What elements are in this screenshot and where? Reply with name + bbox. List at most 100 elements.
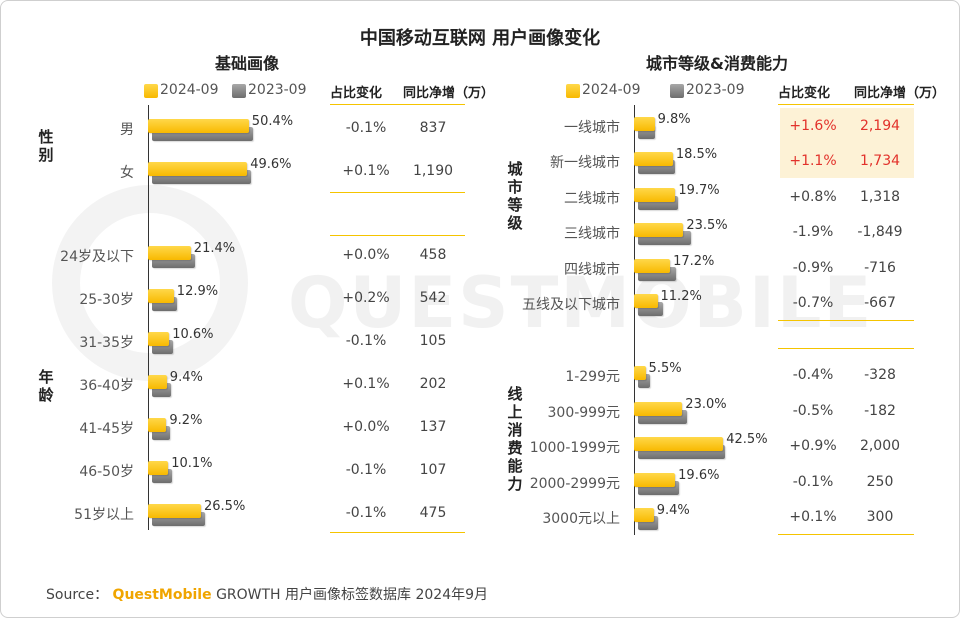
net-increase: 300 [866,509,894,525]
net-increase: 2,000 [859,438,901,454]
right-subtitle: 城市等级&消费能力 [646,54,788,73]
right-col-share: 占比变化 [778,86,831,101]
share-change: +0.2% [342,290,390,306]
group-label-spend: 线上消费能力 [507,385,523,493]
category-label: 一线城市 [564,120,620,136]
bar-2024 [148,332,170,346]
net-increase: 202 [419,376,447,392]
bar-2024 [634,152,673,166]
data-label: 42.5% [726,432,768,447]
data-label: 10.1% [171,456,213,471]
right-table-divider [778,320,914,321]
bar-2024 [634,366,646,380]
right-col-net: 同比净增（万） [854,86,946,101]
bar-2024 [634,294,658,308]
share-change: +0.1% [342,163,390,179]
left-table-bottom-rule [330,532,465,533]
data-label: 9.8% [657,112,691,127]
data-label: 19.6% [678,468,720,483]
left-col-net: 同比净增（万） [403,86,495,101]
bar-2024 [634,223,684,237]
share-change: -0.1% [345,333,387,349]
share-change: -0.1% [792,474,834,490]
group-label-gender: 性别 [38,128,54,164]
category-label: 51岁以上 [74,507,134,523]
category-label: 新一线城市 [550,155,620,171]
category-label: 三线城市 [564,226,620,242]
net-increase: -1,849 [857,224,903,240]
category-label: 女 [120,165,134,181]
bar-2024 [148,418,167,432]
share-change: +0.8% [789,189,837,205]
category-label: 四线城市 [564,262,620,278]
share-change: +0.9% [789,438,837,454]
bar-2024 [148,119,249,133]
left-table-divider [330,192,465,193]
data-label: 18.5% [675,147,718,162]
data-label: 50.4% [251,114,294,129]
net-increase: 107 [419,462,447,478]
category-label: 31-35岁 [79,335,134,351]
net-increase: 458 [419,247,447,263]
net-increase: 1,190 [412,163,454,179]
right-table-divider [778,348,914,349]
category-label: 二线城市 [564,191,620,207]
legend-swatch-2023 [670,84,684,98]
net-increase: -328 [864,367,896,383]
data-label: 49.6% [250,157,292,172]
group-label-age: 年龄 [38,368,54,404]
legend-swatch-2023 [232,84,246,98]
source-note: Source： QuestMobile GROWTH 用户画像标签数据库 202… [46,584,488,604]
bar-2024 [148,246,191,260]
bar-2024 [148,289,174,303]
left-table-divider [330,235,465,236]
share-change: +0.1% [342,376,390,392]
net-increase: -667 [864,295,896,311]
share-change: -0.1% [345,120,387,136]
bar-2024 [148,461,169,475]
legend-label-2023: 2023-09 [248,82,307,98]
category-label: 3000元以上 [542,511,620,527]
data-label: 19.7% [678,183,720,198]
bar-2024 [148,162,248,176]
data-label: 9.2% [169,413,203,428]
legend-label-2024: 2024-09 [160,82,219,98]
share-change: -0.1% [345,505,387,521]
bar-2024 [634,117,655,131]
share-change: -0.1% [345,462,387,478]
legend-label-2024: 2024-09 [582,82,641,98]
bar-2024 [148,375,167,389]
legend-label-2023: 2023-09 [686,82,745,98]
share-change: +0.1% [789,509,837,525]
net-increase: -182 [864,403,896,419]
chart-title: 中国移动互联网 用户画像变化 [359,28,601,49]
category-label: 36-40岁 [79,378,134,394]
share-change: +1.1% [789,153,837,169]
legend-swatch-2024 [144,84,158,98]
data-label: 9.4% [169,370,203,385]
data-label: 17.2% [673,254,715,269]
category-label: 1-299元 [565,369,620,385]
right-table-top-rule [778,104,914,105]
left-axis [148,105,149,530]
bar-2024 [634,473,676,487]
net-increase: 1,318 [859,189,901,205]
bar-2024 [634,437,724,451]
share-change: -0.4% [792,367,834,383]
left-col-share: 占比变化 [330,86,383,101]
category-label: 25-30岁 [79,292,134,308]
share-change: -0.7% [792,295,834,311]
bar-2024 [148,504,201,518]
net-increase: 137 [419,419,447,435]
data-label: 11.2% [660,289,702,304]
highlight-box [780,108,914,178]
net-increase: 837 [419,120,447,136]
bar-2024 [634,259,671,273]
share-change: -0.5% [792,403,834,419]
net-increase: 542 [419,290,447,306]
right-axis [634,105,635,535]
source-prefix: Source： [46,587,109,603]
left-table-top-rule [330,104,465,105]
net-increase: 2,194 [859,118,901,134]
